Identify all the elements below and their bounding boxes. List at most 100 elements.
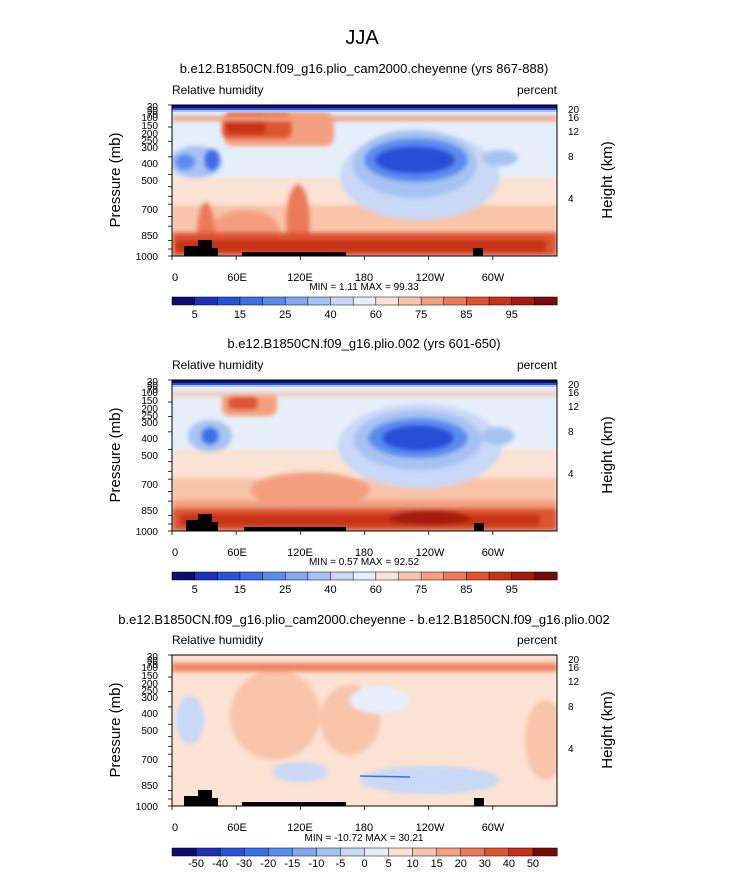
panel-1-p-tick: 700 <box>141 205 158 216</box>
colorbar-swatch <box>398 296 422 306</box>
panel-2-colorbar: 5 15 25 40 60 75 85 95 <box>171 571 558 596</box>
panel-1-p-tick: 850 <box>141 231 158 242</box>
colorbar-swatch <box>171 847 197 857</box>
panel-3-lon-tick: 0 <box>172 822 178 834</box>
colorbar-label: 5 <box>192 584 198 596</box>
panel-3-p-tick: 700 <box>141 755 158 766</box>
colorbar-swatch <box>307 571 332 581</box>
colorbar-label: 5 <box>192 309 198 321</box>
colorbar-swatch <box>398 571 422 581</box>
panel-2-p-tick: 250 <box>141 411 158 422</box>
colorbar-swatch <box>466 571 490 581</box>
panel-3-field <box>172 655 557 806</box>
panel-2-p-tick: 30 <box>147 377 159 388</box>
colorbar-swatch <box>262 296 286 306</box>
panel-1-colorbar: 5 15 25 40 60 75 85 95 <box>171 296 558 321</box>
colorbar-swatch <box>171 296 196 306</box>
colorbar-swatch <box>420 296 445 306</box>
colorbar-label: 0 <box>361 858 367 870</box>
panel-3-h-tick: 12 <box>568 677 580 688</box>
colorbar-label: 95 <box>506 309 518 321</box>
colorbar-label: -15 <box>284 858 300 870</box>
panel-1-h-tick: 4 <box>568 194 574 205</box>
panel-3-p-tick: 250 <box>141 686 158 697</box>
panel-3-p-tick: 150 <box>141 671 158 682</box>
colorbar-label: 30 <box>479 858 491 870</box>
panel-1-p-tick: 400 <box>141 159 158 170</box>
panel-3-p-tick: 850 <box>141 781 158 792</box>
panel-2: b.e12.B1850CN.f09_g16.plio.002 (yrs 601-… <box>107 336 616 596</box>
panel-1-p-tick: 100 <box>141 113 158 124</box>
panel-3-lon-tick: 60E <box>227 822 247 834</box>
colorbar-swatch <box>340 847 366 857</box>
colorbar-swatch <box>412 847 438 857</box>
panel-2-h-tick: 12 <box>568 402 580 413</box>
panel-2-p-tick: 50 <box>147 381 159 392</box>
panel-2-stats: MIN = 0.57 MAX = 92.52 <box>309 557 419 568</box>
panel-1-p-tick: 300 <box>141 143 158 154</box>
panel-1-lon-tick: 180 <box>355 272 373 284</box>
panel-1-variable: Relative humidity <box>172 83 263 97</box>
colorbar-swatch <box>534 296 558 306</box>
panel-1-lon-tick: 60E <box>227 272 247 284</box>
panel-1-ylabel: Pressure (mb) <box>107 132 124 227</box>
colorbar-swatch <box>443 571 467 581</box>
panel-2-p-tick: 850 <box>141 506 158 517</box>
colorbar-swatch <box>436 847 462 857</box>
panel-2-lat-labels: 0 60E 120E 180 120W 60W <box>172 547 505 559</box>
colorbar-label: 15 <box>234 309 246 321</box>
panel-2-p-tick: 200 <box>141 404 158 415</box>
colorbar-label: 20 <box>455 858 467 870</box>
panel-3-p-tick: 500 <box>141 726 158 737</box>
panel-2-p-tick: 400 <box>141 434 158 445</box>
colorbar-label: -20 <box>260 858 276 870</box>
panel-3-lon-tick: 60W <box>482 822 505 834</box>
panel-1-h-tick: 16 <box>568 113 580 124</box>
panel-3-p-tick: 1000 <box>136 802 159 813</box>
panel-1-y2label: Height (km) <box>599 141 616 219</box>
colorbar-swatch <box>330 296 354 306</box>
panel-1-p-tick: 50 <box>147 106 159 117</box>
colorbar-swatch <box>239 571 264 581</box>
colorbar-swatch <box>330 571 354 581</box>
colorbar-label: 25 <box>279 584 291 596</box>
colorbar-swatch <box>217 571 241 581</box>
colorbar-swatch <box>508 847 534 857</box>
panel-3-units: percent <box>517 633 558 647</box>
colorbar-swatch <box>352 296 377 306</box>
panel-2-ylabel: Pressure (mb) <box>107 407 124 502</box>
panel-2-h-tick: 20 <box>568 380 580 391</box>
colorbar-swatch <box>243 847 269 857</box>
panel-2-lon-tick: 120W <box>416 547 445 559</box>
season-title: JJA <box>345 27 379 49</box>
colorbar-label: 40 <box>324 309 336 321</box>
colorbar-swatch <box>466 296 490 306</box>
colorbar-swatch <box>420 571 445 581</box>
panel-2-h-tick: 16 <box>568 388 580 399</box>
panel-2-p-tick: 500 <box>141 451 158 462</box>
panel-2-p-tick: 70 <box>147 385 159 396</box>
panel-3-ylabel: Pressure (mb) <box>107 682 124 777</box>
panel-1-p-tick: 250 <box>141 136 158 147</box>
colorbar-swatch <box>484 847 510 857</box>
panel-1-field <box>172 105 557 256</box>
panel-2-lon-tick: 60W <box>482 547 505 559</box>
colorbar-swatch <box>460 847 486 857</box>
colorbar-swatch <box>352 571 377 581</box>
colorbar-label: 50 <box>527 858 539 870</box>
panel-1-p-tick: 150 <box>141 121 158 132</box>
colorbar-label: 75 <box>415 309 427 321</box>
panel-2-p-tick: 700 <box>141 480 158 491</box>
panel-1-lat-labels: 0 60E 120E 180 120W 60W <box>172 272 505 284</box>
panel-2-h-tick: 4 <box>568 469 574 480</box>
colorbar-label: -5 <box>336 858 346 870</box>
colorbar-swatch <box>488 571 513 581</box>
panel-2-variable: Relative humidity <box>172 358 263 372</box>
panel-3-stats: MIN = -10.72 MAX = 30.21 <box>305 833 424 844</box>
panel-2-field <box>172 380 557 531</box>
colorbar-swatch <box>219 847 245 857</box>
colorbar-label: 85 <box>460 584 472 596</box>
panel-1-lon-tick: 120W <box>416 272 445 284</box>
panel-1-h-tick: 20 <box>568 105 580 116</box>
